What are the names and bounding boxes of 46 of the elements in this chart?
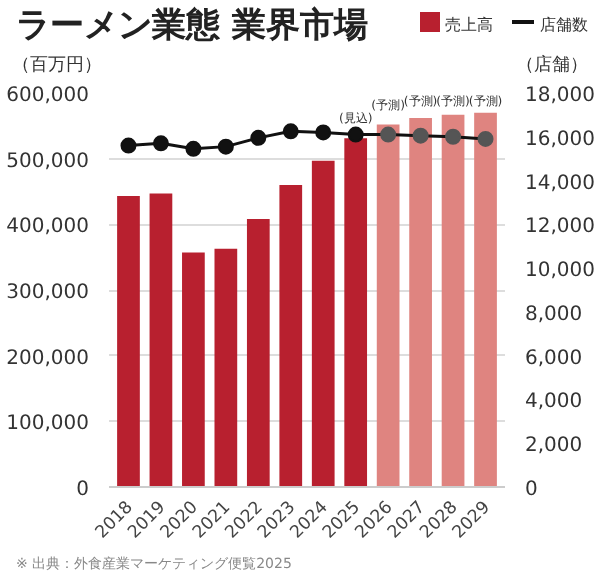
bar	[311, 160, 335, 487]
y-tick-label: 400,000	[6, 216, 90, 239]
bar	[279, 184, 303, 487]
bar	[149, 193, 173, 487]
point	[477, 130, 494, 147]
y2-tick-label: 12,000	[525, 216, 595, 239]
legend-label: 売上高	[442, 16, 493, 34]
bar	[344, 138, 368, 487]
y-tick-label: 200,000	[6, 347, 90, 370]
y2-tick-label: 6,000	[525, 347, 583, 370]
y2-tick-label: 0	[525, 479, 538, 501]
point	[412, 127, 429, 144]
y-tick-label: 500,000	[6, 150, 90, 173]
bar	[246, 219, 270, 487]
bar	[214, 248, 238, 487]
bar	[117, 196, 140, 487]
y2-axis-title: （店舗）	[516, 53, 588, 80]
bar	[182, 252, 205, 487]
y2-tick-label: 14,000	[525, 172, 595, 195]
chart-title: ラーメン業態 業界市場	[16, 4, 368, 50]
legend-label: 店舗数	[537, 16, 588, 34]
point	[380, 126, 397, 143]
bar	[409, 117, 432, 487]
y-tick-label: 600,000	[6, 85, 90, 107]
y-tick-label: 300,000	[6, 282, 90, 304]
point	[185, 140, 202, 157]
y2-tick-label: 16,000	[525, 128, 595, 151]
point	[445, 128, 462, 145]
y-axis-title: （百万円）	[12, 54, 102, 80]
y2-tick-label: 8,000	[525, 303, 583, 326]
point	[315, 124, 332, 141]
bar	[474, 112, 497, 487]
point	[217, 138, 234, 155]
point	[152, 135, 169, 152]
y2-tick-label: 4,000	[525, 391, 583, 414]
point	[120, 137, 137, 154]
point	[282, 123, 299, 140]
y2-tick-label: 18,000	[525, 85, 595, 107]
y-tick-label: 0	[76, 479, 90, 501]
y-tick-label: 100,000	[6, 413, 90, 436]
bar	[376, 124, 400, 487]
point	[347, 126, 364, 143]
point	[250, 129, 267, 146]
y2-tick-label: 10,000	[525, 260, 595, 283]
bar	[441, 114, 465, 487]
y2-tick-label: 2,000	[525, 435, 583, 458]
